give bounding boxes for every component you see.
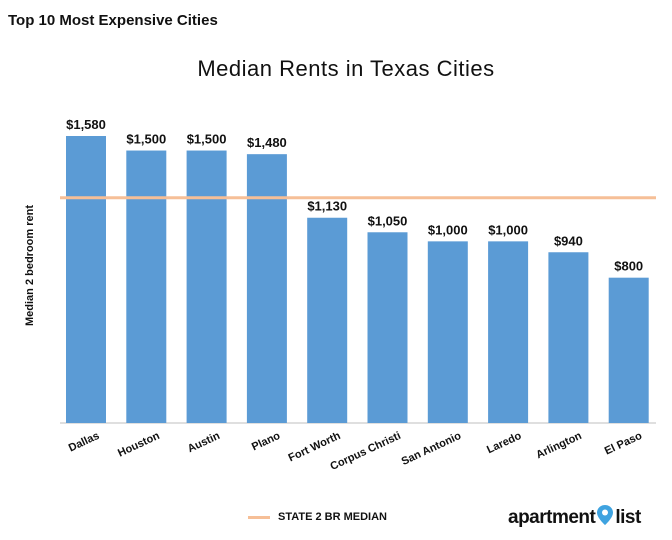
bar-san-antonio [427, 241, 468, 423]
bar-el-paso [608, 277, 649, 423]
data-label: $1,480 [247, 135, 287, 150]
x-tick-label: Arlington [534, 430, 584, 462]
bar-houston [126, 150, 167, 423]
x-tick-label: Laredo [485, 430, 524, 456]
logo-text-right: list [615, 507, 641, 528]
bar-austin [186, 150, 227, 423]
legend: STATE 2 BR MEDIAN [248, 511, 387, 523]
bar-plano [246, 154, 287, 423]
data-label: $940 [554, 233, 583, 248]
bar-arlington [548, 252, 589, 423]
data-label: $1,500 [187, 132, 227, 147]
x-tick-label: Dallas [67, 430, 101, 455]
bar-corpus-christi [367, 232, 408, 423]
bar-fort-worth [307, 217, 348, 423]
data-label: $1,500 [126, 132, 166, 147]
chart-title: Median Rents in Texas Cities [197, 56, 495, 81]
legend-swatch [248, 515, 270, 519]
bar-dallas [66, 136, 106, 423]
data-label: $1,000 [428, 222, 468, 237]
apartment-list-logo: apartment list [508, 505, 641, 531]
x-tick-label: Plano [250, 430, 282, 454]
data-label: $1,050 [368, 213, 408, 228]
x-tick-label: San Antonio [400, 430, 464, 468]
logo-text-left: apartment [508, 507, 596, 528]
x-tick-label: El Paso [603, 430, 644, 458]
x-tick-label: Austin [186, 430, 222, 455]
bar-laredo [488, 241, 529, 423]
legend-label: STATE 2 BR MEDIAN [278, 511, 387, 523]
page-heading: Top 10 Most Expensive Cities [8, 12, 218, 29]
data-label: $1,130 [307, 199, 347, 214]
map-pin-icon [597, 505, 614, 531]
data-label: $1,000 [488, 222, 528, 237]
x-tick-label: Houston [116, 430, 162, 460]
data-label: $800 [614, 259, 643, 274]
y-axis-label: Median 2 bedroom rent [24, 204, 36, 326]
data-label: $1,580 [66, 117, 106, 132]
